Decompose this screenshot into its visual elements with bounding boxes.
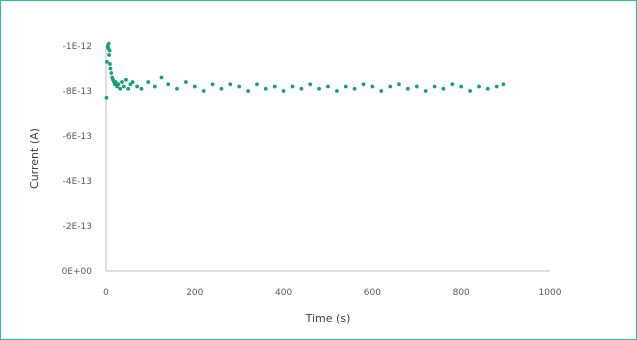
data-point [210,82,215,87]
x-tick-label: 0 [103,288,109,298]
data-point [124,77,128,82]
x-axis-title: Time (s) [305,312,351,325]
data-point [152,84,157,89]
x-tick-label: 200 [186,288,203,298]
data-point [139,86,144,91]
data-point [308,82,313,87]
data-point [108,62,112,66]
data-point [326,84,330,89]
data-point [423,89,428,93]
y-tick-label: -6E-13 [63,132,92,142]
data-point [113,80,118,84]
data-point [130,80,135,84]
data-point [118,86,123,91]
y-axis-title: Current (A) [28,128,41,189]
data-point [121,84,126,89]
data-point [107,53,111,57]
data-point [255,82,259,87]
data-point [485,86,490,91]
x-tick-label: 800 [453,288,470,298]
data-point [184,80,188,84]
data-point [105,59,109,64]
data-point [159,75,164,80]
data-point [237,84,242,89]
data-point [477,84,481,89]
data-point [388,84,393,89]
data-point [450,82,455,87]
data-point [343,84,348,89]
y-tick-label: 0E+00 [62,267,93,277]
y-tick-label: -4E-13 [63,177,92,187]
data-point [335,89,339,93]
data-point [228,82,233,87]
chart-points [104,41,506,100]
data-point [219,86,224,91]
data-point [441,86,446,91]
data-point [414,84,419,89]
x-tick-label: 600 [364,288,381,298]
data-point [135,84,140,89]
data-point [494,84,499,89]
data-point [272,84,277,89]
data-point [120,80,124,84]
data-point [246,89,251,93]
data-point [263,86,268,91]
data-point [104,95,109,100]
data-point [175,86,179,91]
data-point [192,84,197,89]
y-tick-label: -8E-13 [63,87,92,97]
data-point [317,86,321,91]
data-point [146,80,151,84]
y-tick-label: -2E-13 [63,222,92,232]
data-point [107,48,112,53]
data-point [459,84,464,89]
data-point [379,89,384,93]
data-point [370,84,375,89]
data-point [361,82,366,87]
data-point [281,89,286,93]
data-point [468,89,472,93]
data-point [299,86,304,91]
data-point [201,89,206,93]
data-point [501,82,506,87]
data-point [406,86,410,91]
data-point [166,82,171,87]
x-tick-label: 1000 [539,288,562,298]
data-point [126,86,131,91]
data-point [290,84,295,89]
data-point [352,86,357,91]
data-point [108,66,113,71]
data-point [109,71,114,75]
x-tick-label: 400 [275,288,292,298]
data-point [116,82,121,87]
y-tick-label: -1E-12 [63,42,92,52]
data-point [432,84,437,89]
chart-axes [105,46,550,272]
data-point [397,82,401,87]
chart-ticks: 0 200 400 600 800 1000 0E+00 -2E-13 -4E-13 -6E-13… [62,42,562,298]
data-point [106,41,111,46]
